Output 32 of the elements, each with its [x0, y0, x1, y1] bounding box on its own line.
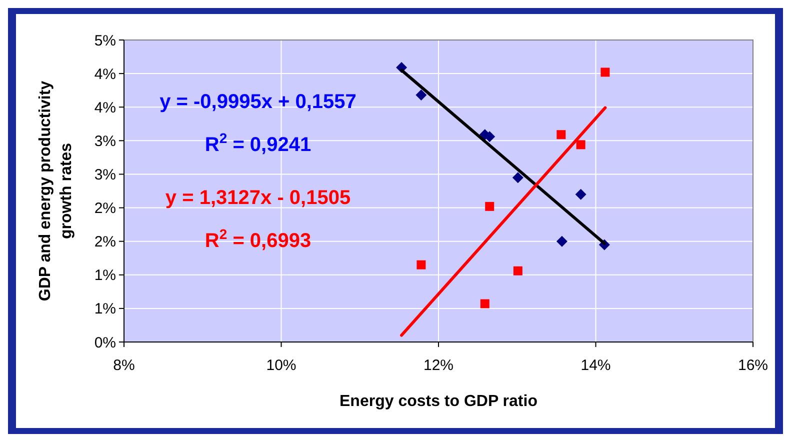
y-tick-label: 1% [94, 267, 116, 284]
point [416, 90, 427, 101]
x-tick-label: 16% [738, 357, 768, 374]
y-tick-label: 3% [94, 132, 116, 150]
y-tick-label: 4% [94, 99, 116, 116]
y-tick-label: 0% [94, 334, 116, 352]
y-tick-label: 4% [94, 66, 116, 83]
point [512, 172, 524, 184]
annotation: R$^{2}$ = 0,6993 [204, 226, 312, 252]
point [600, 68, 610, 77]
x-tick-label: 10% [266, 357, 296, 374]
y-tick-label: 5% [94, 32, 116, 50]
annotation: y = -0,9995x + 0,1557 [160, 91, 356, 113]
x-axis-title: Energy costs to GDP ratio [340, 393, 538, 410]
point [416, 260, 426, 270]
annotation: y = 1,3127x - 0,1505 [165, 187, 351, 209]
x-tick-label: 8% [113, 357, 135, 374]
y-axis-title: GDP and energy productivity growth rates [37, 80, 75, 302]
point [480, 299, 490, 308]
y-tick-label: 2% [94, 200, 116, 218]
point [556, 130, 566, 140]
x-tick-label: 14% [580, 357, 611, 374]
x-tick-label: 12% [423, 357, 454, 374]
point [485, 202, 494, 211]
point [575, 188, 586, 200]
y-tick-label: 2% [94, 234, 116, 251]
point [556, 236, 568, 247]
annotation: R$^{2}$ = 0,9241 [204, 130, 312, 156]
point [513, 266, 522, 276]
y-tick-label: 1% [94, 300, 116, 318]
y-tick-label: 3% [94, 166, 116, 184]
point [576, 140, 586, 150]
